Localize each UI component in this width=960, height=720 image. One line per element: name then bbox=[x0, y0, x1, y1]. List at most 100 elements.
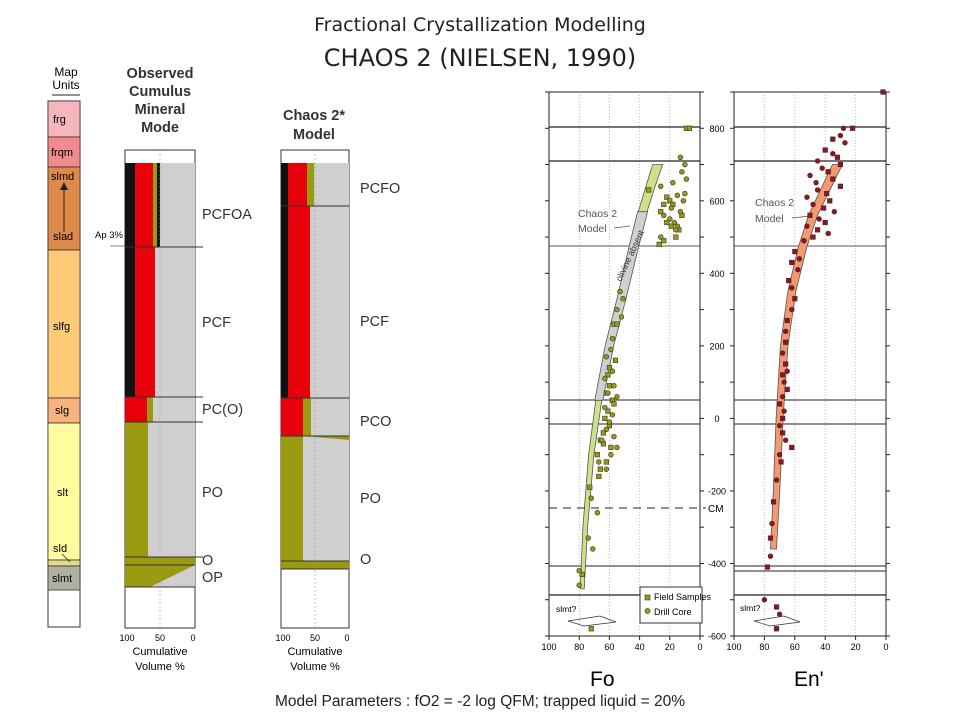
drill-core-point bbox=[576, 568, 582, 574]
depth-axis: 800 600 400 200 0 -200 -400 -600 bbox=[708, 124, 726, 642]
en-sample-point bbox=[776, 422, 783, 429]
drill-core-point bbox=[680, 198, 687, 204]
field-sample-point bbox=[673, 234, 679, 240]
en-sample-point bbox=[783, 339, 789, 345]
drill-core-point bbox=[611, 383, 617, 389]
en-sample-point bbox=[776, 611, 783, 617]
model-zone-pco: PCO bbox=[360, 414, 391, 430]
model-axis-label-line1: Cumulative bbox=[287, 646, 342, 658]
en-sample-point bbox=[827, 198, 833, 204]
drill-core-point bbox=[668, 205, 675, 211]
en-sample-point bbox=[824, 190, 830, 197]
slide-title: Fractional Crystallization Modelling bbox=[314, 14, 646, 36]
unit-label-frg: frg bbox=[53, 114, 66, 126]
field-sample-point bbox=[605, 408, 611, 414]
en-xtick: 100 bbox=[726, 642, 741, 652]
legend-field-samples-marker bbox=[644, 594, 651, 601]
depth-tick: 400 bbox=[709, 269, 724, 279]
depth-tick: -400 bbox=[708, 559, 726, 569]
field-sample-point bbox=[596, 473, 602, 480]
fo-chaos2-label-line1: Chaos 2 bbox=[578, 208, 617, 220]
field-sample-point bbox=[668, 223, 674, 229]
depth-tick: -200 bbox=[708, 486, 726, 496]
drill-core-point bbox=[677, 208, 684, 215]
en-xtick: 20 bbox=[851, 642, 861, 652]
en-sample-point bbox=[792, 296, 798, 302]
en-xlabel: En' bbox=[794, 668, 824, 691]
en-sample-point bbox=[761, 597, 768, 603]
en-sample-point bbox=[834, 154, 840, 160]
fo-xtick: 100 bbox=[541, 642, 556, 652]
field-sample-point bbox=[658, 209, 664, 215]
field-sample-point bbox=[661, 238, 667, 244]
model-axis-label-line2: Volume % bbox=[290, 661, 340, 673]
en-sample-point bbox=[821, 205, 827, 211]
en-sample-point bbox=[837, 183, 843, 189]
unit-label-sld: sld bbox=[53, 543, 67, 555]
drill-core-point bbox=[617, 288, 623, 295]
drill-core-point bbox=[682, 161, 688, 168]
en-sample-point bbox=[831, 208, 838, 215]
en-sample-point bbox=[842, 140, 848, 146]
obs-tick-0: 0 bbox=[190, 633, 195, 643]
fo-xlabel: Fo bbox=[590, 668, 615, 691]
en-chaos2-label-line2: Model bbox=[755, 213, 784, 225]
observed-header-line1: Observed bbox=[127, 66, 194, 82]
field-sample-point bbox=[579, 571, 585, 577]
drill-core-point bbox=[614, 444, 620, 451]
field-sample-point bbox=[594, 452, 600, 458]
en-sample-point bbox=[804, 194, 810, 200]
en-sample-point bbox=[778, 459, 784, 465]
en-sample-point bbox=[801, 237, 807, 244]
en-sample-point bbox=[795, 267, 801, 273]
drill-core-point bbox=[602, 404, 608, 411]
ap-annotation: Ap 3% bbox=[95, 230, 124, 241]
model-zone-pcf: PCF bbox=[360, 314, 389, 330]
en-sample-point bbox=[789, 259, 795, 266]
fo-model-band-olivine-absent bbox=[594, 211, 649, 401]
model-column: Chaos 2* Model PCFO PCF PCO PO O 100 bbox=[275, 108, 400, 673]
drill-core-point bbox=[620, 296, 626, 302]
model-tick-100: 100 bbox=[275, 633, 290, 643]
field-sample-point bbox=[661, 201, 667, 208]
unit-slmt-band bbox=[47, 565, 81, 591]
en-sample-point bbox=[764, 564, 771, 570]
field-sample-point bbox=[686, 125, 693, 131]
en-sample-point bbox=[822, 219, 828, 226]
model-tick-0: 0 bbox=[344, 633, 349, 643]
field-sample-point bbox=[612, 357, 619, 363]
en-xtick: 0 bbox=[883, 642, 888, 652]
obs-zone-po: PO bbox=[202, 485, 223, 501]
unit-label-frqm: frqm bbox=[51, 147, 73, 159]
field-sample-point bbox=[600, 430, 606, 436]
map-units-column: Map Units frg frqm slmd slad slfg slg slt… bbox=[47, 65, 126, 628]
en-sample-point bbox=[816, 216, 822, 222]
drill-core-point bbox=[609, 335, 616, 342]
en-sample-point bbox=[814, 158, 821, 164]
obs-tick-100: 100 bbox=[119, 633, 134, 643]
drill-core-point bbox=[608, 451, 614, 458]
en-sample-point bbox=[880, 89, 886, 95]
en-sample-point bbox=[830, 176, 836, 182]
drill-core-point bbox=[585, 535, 591, 541]
obs-zone-op: OP bbox=[202, 570, 223, 586]
en-sample-point bbox=[779, 350, 786, 356]
en-sample-point bbox=[796, 256, 803, 262]
model-zone-pcfo: PCFO bbox=[360, 181, 400, 197]
unit-slg-band bbox=[47, 397, 81, 424]
en-sample-point bbox=[786, 277, 792, 284]
field-sample-point bbox=[611, 401, 617, 407]
en-xtick: 60 bbox=[790, 642, 800, 652]
drill-core-point bbox=[608, 346, 614, 353]
obs-axis-label-line2: Volume % bbox=[135, 661, 185, 673]
drill-core-point bbox=[618, 314, 625, 320]
en-xtick: 80 bbox=[759, 642, 769, 652]
en-sample-point bbox=[814, 227, 821, 233]
legend-field-samples: Field Samples bbox=[654, 592, 712, 602]
fo-xtick: 20 bbox=[665, 642, 675, 652]
field-sample-point bbox=[646, 187, 652, 193]
model-tick-50: 50 bbox=[310, 633, 320, 643]
field-sample-point bbox=[597, 466, 603, 472]
fo-xtick: 80 bbox=[574, 642, 584, 652]
model-zone-po: PO bbox=[360, 491, 381, 507]
